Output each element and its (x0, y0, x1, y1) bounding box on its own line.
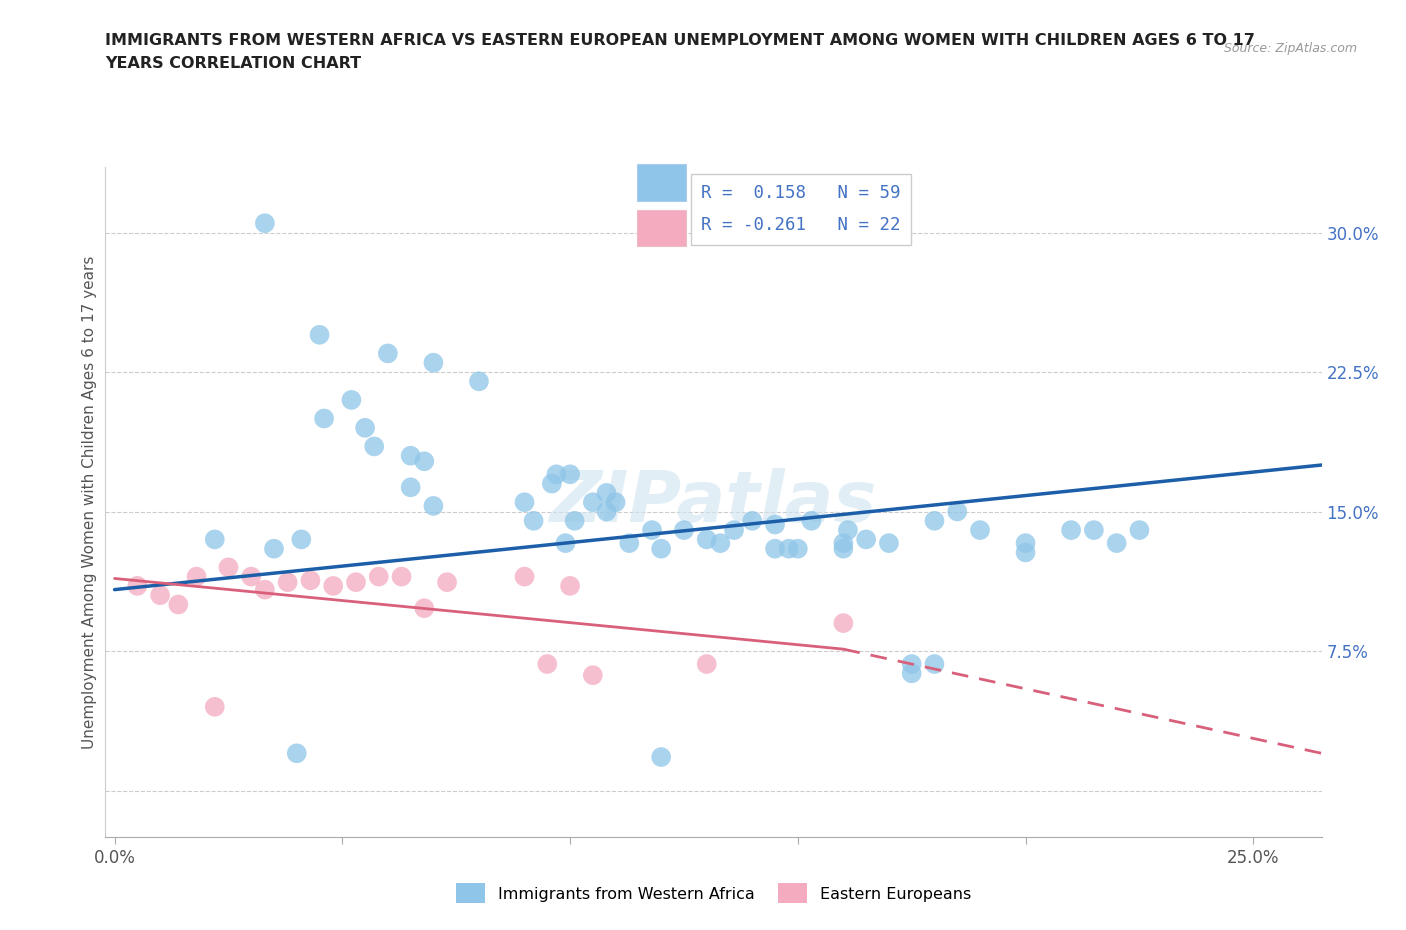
Point (763, 517, 786, 532)
Legend: Immigrants from Western Africa, Eastern Europeans: Immigrants from Western Africa, Eastern … (450, 877, 977, 910)
FancyBboxPatch shape (637, 209, 686, 246)
Point (314, 411, 336, 426)
Point (344, 575, 367, 590)
Point (536, 657, 558, 671)
Point (778, 541, 800, 556)
Point (855, 532, 877, 547)
Point (900, 666, 922, 681)
Point (786, 541, 808, 556)
Point (763, 541, 786, 556)
Point (523, 513, 546, 528)
Point (1014, 536, 1036, 551)
Point (696, 532, 718, 547)
Point (582, 668, 605, 683)
Point (1083, 523, 1105, 538)
Point (322, 578, 344, 593)
Point (253, 216, 276, 231)
Point (582, 495, 605, 510)
Point (540, 476, 562, 491)
Point (363, 439, 385, 454)
Point (672, 523, 695, 538)
Point (877, 536, 900, 551)
Point (391, 569, 413, 584)
Point (436, 575, 458, 590)
Point (308, 327, 330, 342)
Point (204, 699, 226, 714)
Point (650, 750, 672, 764)
Point (299, 573, 322, 588)
Point (253, 582, 276, 597)
Point (650, 541, 672, 556)
Text: Source: ZipAtlas.com: Source: ZipAtlas.com (1223, 42, 1357, 55)
Point (186, 569, 208, 584)
Point (422, 498, 444, 513)
Point (546, 467, 568, 482)
Point (564, 513, 586, 528)
Point (167, 597, 190, 612)
Point (595, 504, 617, 519)
Point (832, 616, 855, 631)
Point (422, 355, 444, 370)
Point (277, 575, 299, 590)
Point (924, 657, 946, 671)
Point (149, 588, 172, 603)
Point (413, 601, 436, 616)
Point (924, 513, 946, 528)
Point (285, 746, 308, 761)
Point (413, 454, 436, 469)
Point (619, 536, 641, 551)
Point (723, 523, 745, 538)
Point (127, 578, 149, 593)
Point (605, 495, 627, 510)
Point (558, 578, 581, 593)
Point (696, 657, 718, 671)
Point (340, 392, 363, 407)
Point (741, 513, 763, 528)
Text: IMMIGRANTS FROM WESTERN AFRICA VS EASTERN EUROPEAN UNEMPLOYMENT AMONG WOMEN WITH: IMMIGRANTS FROM WESTERN AFRICA VS EASTER… (105, 33, 1256, 47)
Text: R =  0.158   N = 59
R = -0.261   N = 22: R = 0.158 N = 59 R = -0.261 N = 22 (702, 184, 901, 234)
Point (900, 657, 922, 671)
Point (558, 467, 581, 482)
Point (709, 536, 731, 551)
Text: YEARS CORRELATION CHART: YEARS CORRELATION CHART (105, 56, 361, 71)
Point (513, 495, 536, 510)
Point (1060, 523, 1083, 538)
Point (1014, 545, 1036, 560)
Point (641, 523, 664, 538)
Point (399, 480, 422, 495)
Point (832, 536, 855, 551)
Point (1128, 523, 1150, 538)
Point (290, 532, 312, 547)
Point (354, 420, 377, 435)
Point (800, 513, 823, 528)
Point (367, 569, 389, 584)
Point (399, 448, 422, 463)
Point (595, 485, 617, 500)
Point (468, 374, 491, 389)
Point (969, 523, 991, 538)
Point (946, 504, 969, 519)
Point (204, 532, 226, 547)
Point (240, 569, 263, 584)
Point (554, 536, 576, 551)
Point (377, 346, 399, 361)
FancyBboxPatch shape (637, 164, 686, 201)
Text: ZIPatlas: ZIPatlas (550, 468, 877, 537)
Point (217, 560, 239, 575)
Point (263, 541, 285, 556)
Point (513, 569, 536, 584)
Point (1105, 536, 1128, 551)
Y-axis label: Unemployment Among Women with Children Ages 6 to 17 years: Unemployment Among Women with Children A… (82, 256, 97, 749)
Point (837, 523, 859, 538)
Point (832, 541, 855, 556)
